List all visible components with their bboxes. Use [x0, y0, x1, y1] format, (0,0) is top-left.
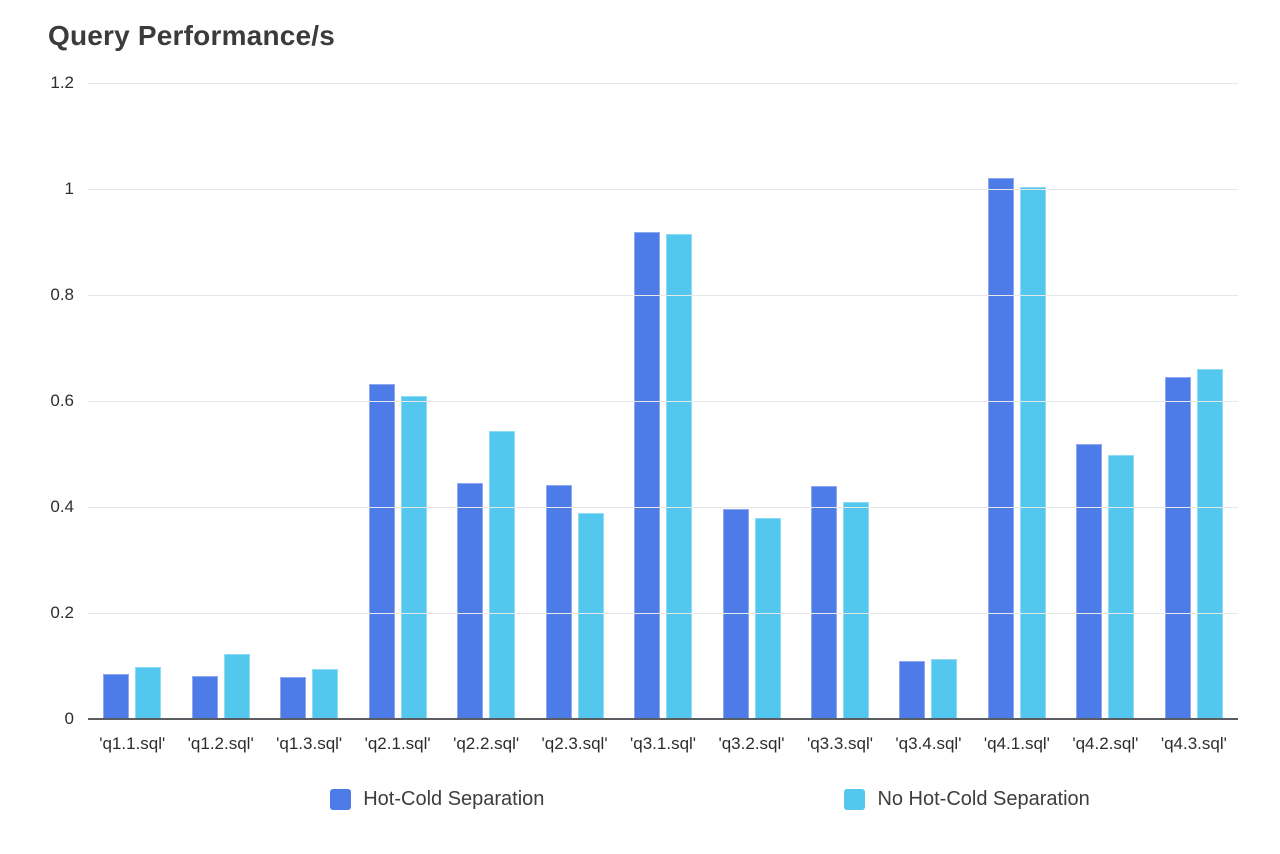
x-axis-line: [88, 718, 1238, 720]
bar-group: [265, 83, 353, 719]
bar-group: [442, 83, 530, 719]
bar-group: [619, 83, 707, 719]
bar-q3.4.sql-no-hot-cold: [931, 659, 958, 719]
x-axis-label: 'q3.3.sql': [806, 734, 873, 753]
y-axis-tick-label: 1: [64, 179, 74, 198]
bar-q1.2.sql-hot-cold: [191, 676, 218, 719]
bar-q1.3.sql-hot-cold: [280, 677, 307, 719]
x-axis-label: 'q4.1.sql': [983, 734, 1050, 753]
legend-swatch-hot-cold-icon: [330, 789, 352, 810]
y-axis-tick-label: 0.4: [50, 497, 74, 516]
bar-q3.3.sql-hot-cold: [810, 486, 837, 719]
gridline: [88, 507, 1238, 508]
bar-q3.2.sql-no-hot-cold: [754, 518, 781, 719]
bar-q4.3.sql-hot-cold: [1164, 377, 1191, 719]
legend-label-hot-cold: Hot-Cold Separation: [363, 788, 545, 810]
gridline: [88, 401, 1238, 402]
bar-q1.1.sql-hot-cold: [103, 674, 130, 719]
x-axis-label: 'q1.3.sql': [276, 734, 343, 753]
bar-group: [1061, 83, 1149, 719]
bar-q3.1.sql-no-hot-cold: [666, 234, 693, 719]
bar-group: [973, 83, 1061, 719]
bar-q1.3.sql-no-hot-cold: [312, 669, 339, 719]
x-axis-label: 'q2.3.sql': [541, 734, 608, 753]
chart-title: Query Performance/s: [48, 20, 336, 51]
x-axis-label: 'q2.2.sql': [453, 734, 520, 753]
bar-group: [88, 83, 176, 719]
legend-item-no-hot-cold-separation[interactable]: No Hot-Cold Separation: [844, 788, 1090, 811]
plot-area: [88, 83, 1238, 720]
bar-q2.2.sql-hot-cold: [457, 483, 484, 719]
x-axis-label: 'q4.2.sql': [1072, 734, 1139, 753]
bar-group: [353, 83, 441, 719]
bar-q3.2.sql-hot-cold: [722, 509, 749, 719]
x-axis-label: 'q1.2.sql': [187, 734, 254, 753]
x-axis-label: 'q3.2.sql': [718, 734, 785, 753]
bar-q2.2.sql-no-hot-cold: [489, 431, 516, 719]
x-axis-label: 'q3.1.sql': [630, 734, 697, 753]
gridline: [88, 189, 1238, 190]
bar-q4.1.sql-hot-cold: [987, 178, 1014, 719]
x-axis-labels: 'q1.1.sql' 'q1.2.sql' 'q1.3.sql' 'q2.1.sql'…: [88, 733, 1238, 755]
gridline: [88, 613, 1238, 614]
gridline: [88, 83, 1238, 84]
legend: Hot-Cold Separation No Hot-Cold Separati…: [0, 788, 1280, 811]
x-axis-label: 'q3.4.sql': [895, 734, 962, 753]
bar-group: [707, 83, 795, 719]
y-axis-tick-label: 1.2: [50, 73, 74, 92]
bar-groups: [88, 83, 1238, 719]
bar-group: [1150, 83, 1238, 719]
bar-group: [796, 83, 884, 719]
x-axis-label: 'q4.3.sql': [1160, 734, 1227, 753]
bar-q4.3.sql-no-hot-cold: [1196, 369, 1223, 719]
bar-q1.2.sql-no-hot-cold: [223, 654, 250, 719]
bar-q3.4.sql-hot-cold: [899, 661, 926, 719]
bar-q2.3.sql-hot-cold: [545, 485, 572, 719]
y-axis-tick-label: 0.2: [50, 603, 74, 622]
y-axis-tick-label: 0: [64, 709, 74, 728]
bar-q4.2.sql-no-hot-cold: [1108, 455, 1135, 719]
bar-q3.1.sql-hot-cold: [634, 232, 661, 719]
bar-group: [176, 83, 264, 719]
legend-item-hot-cold-separation[interactable]: Hot-Cold Separation: [330, 788, 544, 811]
y-axis-tick-label: 0.8: [50, 285, 74, 304]
bar-q4.1.sql-no-hot-cold: [1019, 187, 1046, 719]
bar-q1.1.sql-no-hot-cold: [135, 667, 162, 719]
legend-label-no-hot-cold: No Hot-Cold Separation: [877, 788, 1090, 810]
bar-q2.1.sql-hot-cold: [368, 384, 395, 719]
x-axis-label: 'q1.1.sql': [99, 734, 166, 753]
gridline: [88, 295, 1238, 296]
bar-q2.3.sql-no-hot-cold: [577, 513, 604, 719]
bar-q4.2.sql-hot-cold: [1076, 444, 1103, 719]
legend-swatch-no-hot-cold-icon: [844, 789, 866, 810]
bar-group: [884, 83, 972, 719]
bar-group: [530, 83, 618, 719]
x-axis-label: 'q2.1.sql': [364, 734, 431, 753]
y-axis-tick-label: 0.6: [50, 391, 74, 410]
bar-q3.3.sql-no-hot-cold: [842, 502, 869, 719]
bar-q2.1.sql-no-hot-cold: [400, 396, 427, 719]
